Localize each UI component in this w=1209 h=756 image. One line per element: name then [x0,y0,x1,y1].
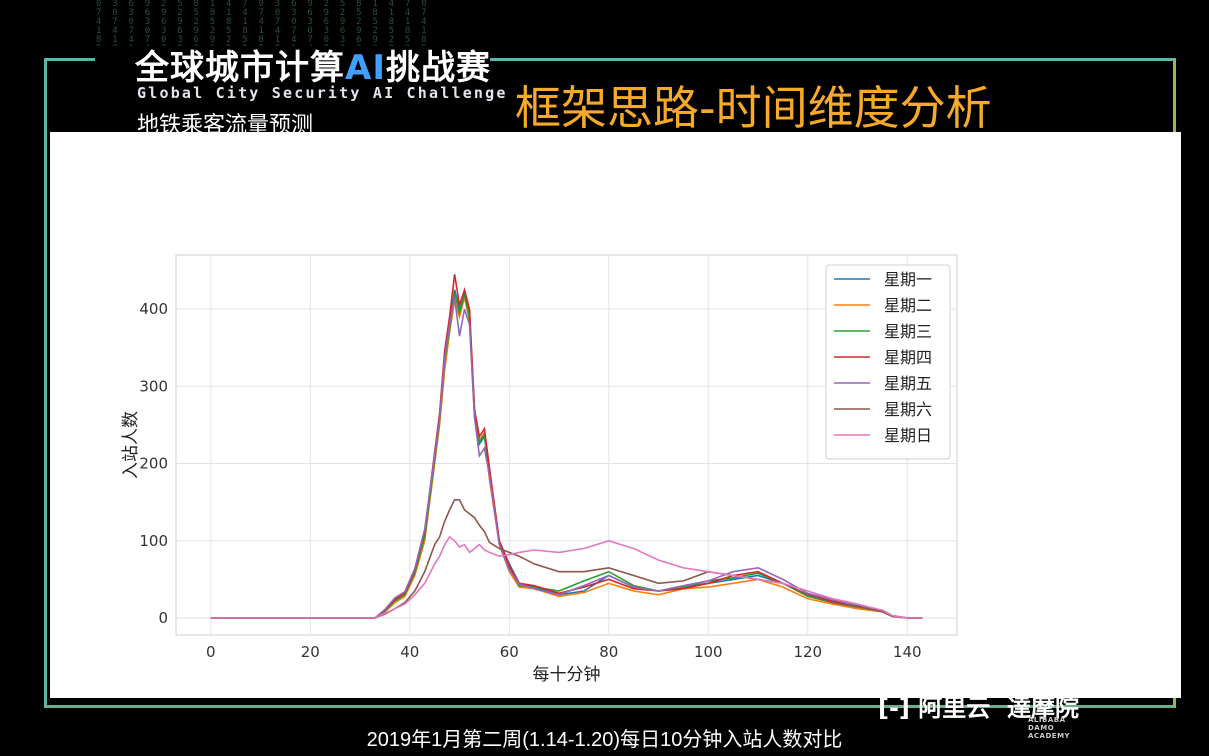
chart-panel: 0 20 40 60 80 100 120 140 0 100 200 300 400 每十分钟 入站人数 星… [50,132,1181,698]
slide-title: 框架思路-时间维度分析 [515,81,992,135]
y-axis-label: 入站人数 [121,411,141,479]
legend-box [825,264,951,460]
slide-caption: 2019年1月第二周(1.14-1.20)每日10分钟入站人数对比 [366,729,843,751]
logo-title-b: 挑战赛 [385,48,491,88]
x-tick-label: 80 [599,643,618,661]
brand-damo: 達摩院 [1006,694,1079,722]
legend-entry: 星期六 [884,400,932,419]
y-tick-label: 100 [139,532,168,550]
matrix-decoration: 0 3 6 9 2 5 8 1 4 7 0 3 6 9 2 5 8 1 4 7 … [96,0,427,46]
brand-aliyun: [-] 阿里云 [878,694,991,722]
legend-entry: 星期四 [884,348,932,367]
legend-entry: 星期二 [884,296,932,315]
x-tick-label: 40 [400,643,419,661]
logo-title-ai: AI [345,48,386,88]
line-chart: 0 20 40 60 80 100 120 140 0 100 200 300 400 每十分钟 入站人数 星… [121,254,958,685]
logo-title-a: 全球城市计算 [135,48,345,88]
x-axis-label: 每十分钟 [533,665,601,685]
x-tick-label: 100 [694,643,723,661]
brand-damo-small: ALIBABA DAMO ACADEMY [1028,716,1071,740]
competition-logo-subtitle: Global City Security AI Challenge [137,84,508,102]
y-tick-label: 0 [158,609,168,627]
legend-entry: 星期五 [884,374,932,393]
x-tick-label: 20 [301,643,320,661]
footer-brand-logo: [-] 阿里云 達摩院 ALIBABA DAMO ACADEMY [878,688,1079,740]
y-tick-label: 200 [139,455,168,473]
series-line [210,499,923,619]
legend-entry: 星期一 [884,270,932,289]
x-tick-label: 140 [893,643,922,661]
competition-logo-title: 全球城市计算AI挑战赛 [135,40,491,89]
series-line [210,535,923,619]
y-tick-label: 400 [139,300,168,318]
legend-entry: 星期日 [884,426,932,445]
x-tick-label: 60 [500,643,519,661]
x-tick-label: 120 [793,643,822,661]
x-tick-label: 0 [206,643,216,661]
legend-entry: 星期三 [884,322,932,341]
frame-gap [95,52,490,66]
y-tick-label: 300 [139,377,168,395]
